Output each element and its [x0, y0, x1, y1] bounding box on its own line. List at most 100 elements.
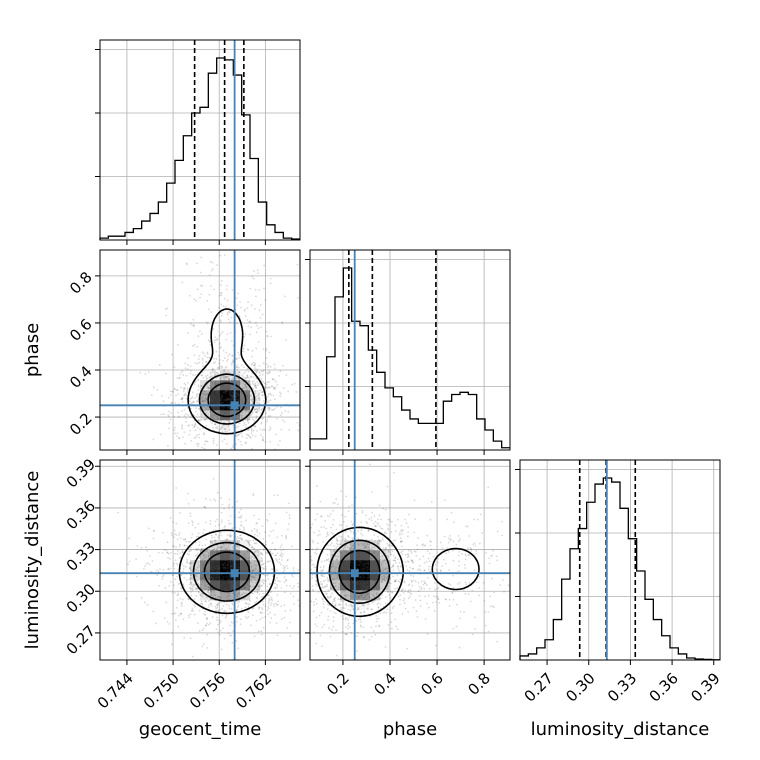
sample-point [330, 628, 333, 631]
sample-point [291, 575, 294, 578]
sample-point [452, 521, 455, 524]
sample-point [218, 633, 221, 636]
sample-point [179, 557, 182, 560]
sample-point [256, 411, 258, 414]
sample-point [478, 587, 481, 590]
sample-point [280, 549, 283, 552]
sample-point [201, 548, 203, 551]
sample-point [176, 377, 179, 380]
sample-point [236, 500, 239, 503]
sample-point [177, 592, 180, 594]
sample-point [261, 525, 264, 528]
sample-point [196, 434, 199, 437]
sample-point [241, 574, 244, 577]
sample-point [227, 592, 230, 594]
sample-point [355, 496, 357, 499]
sample-point [350, 558, 353, 561]
sample-point [248, 543, 251, 546]
sample-point [226, 548, 229, 551]
sample-point [251, 555, 253, 558]
sample-point [271, 568, 273, 571]
sample-point [272, 529, 275, 532]
sample-point [177, 411, 180, 414]
sample-point [362, 574, 364, 577]
sample-point [246, 416, 249, 419]
sample-point [228, 378, 231, 381]
sample-point [263, 549, 265, 551]
sample-point [317, 590, 320, 593]
sample-point [267, 400, 270, 403]
sample-point [245, 386, 247, 388]
sample-point [288, 429, 291, 431]
sample-point [363, 610, 366, 613]
sample-point [252, 569, 254, 572]
sample-point [243, 586, 246, 589]
sample-point [346, 540, 349, 543]
sample-point [470, 548, 472, 550]
sample-point [246, 393, 248, 396]
sample-point [368, 638, 371, 641]
sample-point [296, 576, 298, 578]
sample-point [203, 432, 205, 435]
sample-point [471, 589, 474, 592]
sample-point [285, 579, 288, 582]
sample-point [251, 608, 254, 610]
sample-point [238, 353, 241, 356]
sample-point [268, 583, 271, 585]
sample-point [324, 579, 326, 582]
sample-point [269, 392, 272, 395]
sample-point [337, 562, 340, 565]
sample-point [196, 395, 199, 398]
sample-point [220, 367, 223, 369]
sample-point [344, 550, 347, 553]
sample-point [220, 315, 223, 317]
sample-point [198, 629, 201, 632]
sample-point [231, 397, 234, 400]
sample-point [473, 542, 476, 544]
sample-point [249, 436, 252, 439]
sample-point [170, 402, 173, 405]
sample-point [240, 516, 243, 519]
sample-point [231, 451, 233, 453]
sample-point [216, 596, 219, 598]
sample-point [250, 428, 253, 431]
sample-point [210, 415, 213, 418]
sample-point [295, 613, 297, 615]
sample-point [261, 563, 264, 566]
sample-point [340, 607, 343, 609]
sample-point [194, 362, 197, 364]
sample-point [214, 423, 217, 425]
sample-point [214, 396, 217, 398]
sample-point [221, 426, 224, 429]
sample-point [227, 375, 229, 378]
sample-point [195, 587, 197, 590]
sample-point [181, 370, 184, 372]
sample-point [212, 288, 215, 291]
sample-point [215, 607, 218, 610]
sample-point [183, 408, 186, 411]
sample-point [213, 383, 216, 386]
sample-point [451, 592, 454, 595]
sample-point [220, 546, 222, 549]
sample-point [375, 592, 378, 595]
sample-point [191, 401, 194, 404]
sample-point [246, 376, 249, 379]
sample-point [198, 433, 201, 436]
sample-point [362, 554, 365, 557]
tick-label-y-luminosity_distance-4: 0.39 [63, 455, 99, 491]
sample-point [168, 421, 171, 424]
sample-point [206, 569, 209, 572]
sample-point [269, 277, 272, 280]
sample-point [172, 545, 174, 547]
sample-point [444, 598, 447, 601]
sample-point [216, 603, 219, 606]
sample-point [365, 521, 368, 523]
sample-point [336, 576, 339, 579]
sample-point [255, 386, 258, 389]
sample-point [385, 548, 388, 551]
sample-point [257, 341, 260, 343]
sample-point [251, 447, 253, 450]
sample-point [216, 547, 219, 550]
sample-point [222, 583, 225, 586]
sample-point [470, 547, 472, 550]
